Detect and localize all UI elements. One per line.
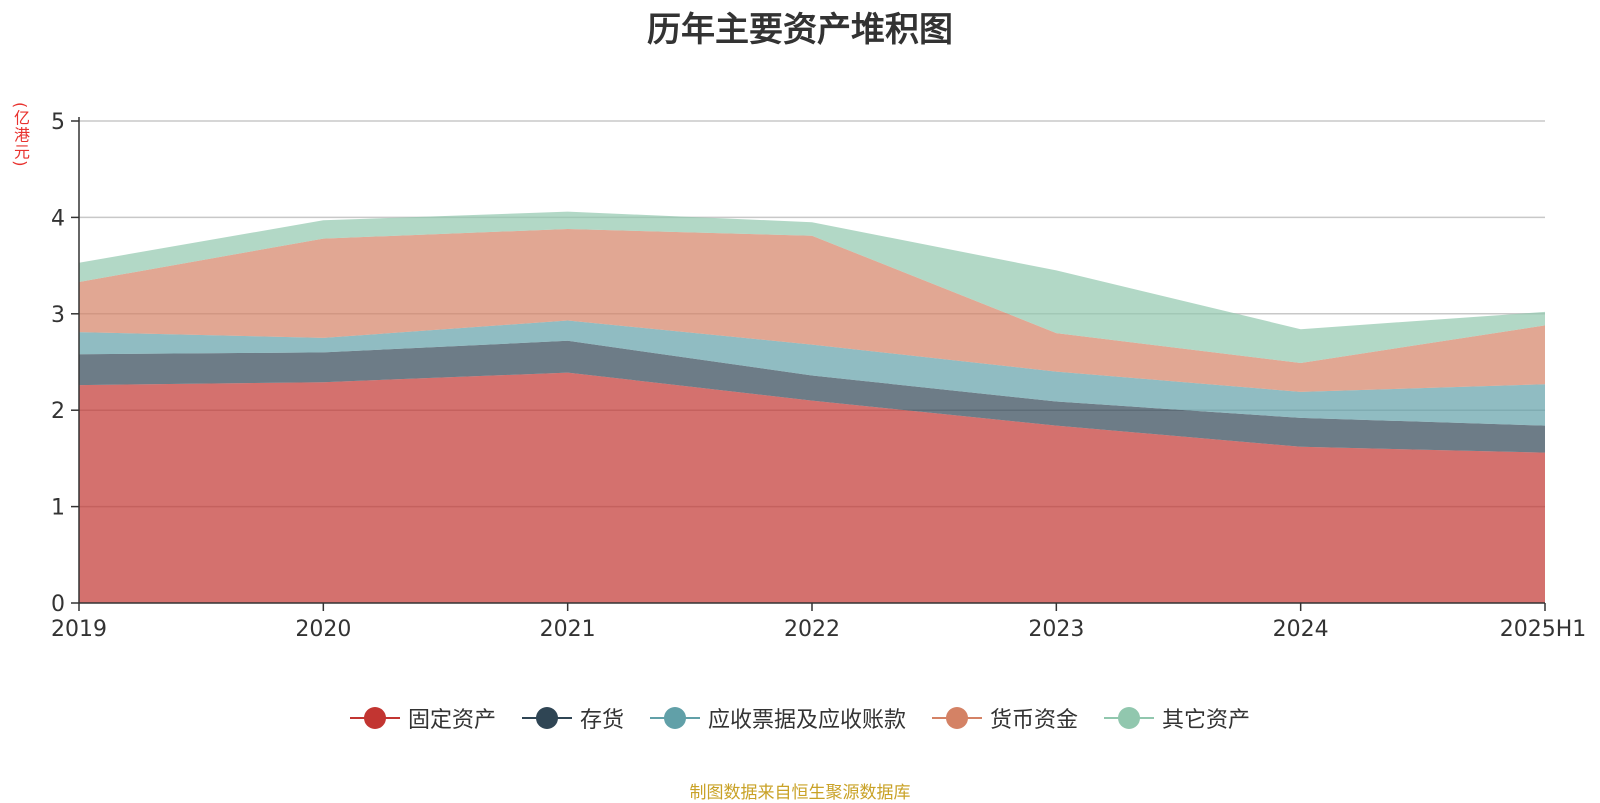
legend-item-1[interactable]: 固定资产 (349, 702, 496, 734)
legend-dot (946, 707, 968, 729)
series-area-4[interactable] (79, 229, 1545, 392)
legend-dot (1118, 707, 1141, 729)
series-area-3[interactable] (79, 320, 1545, 426)
y-tick-label: 2 (51, 399, 65, 424)
area-layer (79, 211, 1545, 603)
x-tick-label: 2020 (295, 617, 351, 642)
legend-item-3[interactable]: 应收票据及应收账款 (649, 702, 906, 734)
legend-marker (932, 706, 982, 730)
legend-label: 固定资产 (407, 708, 496, 733)
y-tick-label: 1 (51, 496, 65, 521)
legend-marker (649, 706, 700, 730)
series-area-1[interactable] (79, 372, 1545, 603)
legend-label: 货币资金 (990, 708, 1079, 733)
y-tick-label: 4 (51, 206, 65, 231)
y-axis-unit-label: (亿港元) (11, 102, 30, 168)
y-tick-label: 0 (51, 592, 65, 617)
series-area-5[interactable] (79, 211, 1545, 363)
x-tick-label: 2022 (784, 617, 840, 642)
legend-label: 存货 (579, 708, 624, 733)
series-area-2[interactable] (79, 340, 1545, 453)
y-tick-label: 3 (51, 303, 65, 328)
legend: 固定资产 存货 应收票据及应收账款 货币资金 其它资产 (0, 702, 1600, 734)
axis-layer: 0 1 2 3 4 5 2019 2020 2021 2022 2023 2024 2025H1 (51, 110, 1586, 642)
legend-label: 应收票据及应收账款 (707, 708, 906, 733)
source-note: 制图数据来自恒生聚源数据库 (689, 783, 911, 803)
chart-title: 历年主要资产堆积图 (647, 10, 953, 50)
x-tick-label: 2023 (1028, 617, 1084, 642)
legend-item-2[interactable]: 存货 (521, 702, 624, 734)
x-tick-label: 2021 (540, 617, 596, 642)
legend-label: 其它资产 (1162, 708, 1251, 733)
legend-marker (521, 706, 572, 730)
legend-marker (1104, 706, 1155, 730)
legend-item-4[interactable]: 货币资金 (932, 702, 1078, 734)
x-tick-label: 2025H1 (1500, 617, 1587, 642)
legend-item-5[interactable]: 其它资产 (1104, 702, 1250, 734)
x-tick-label: 2024 (1273, 617, 1329, 642)
y-tick-label: 5 (51, 110, 65, 135)
legend-dot (663, 707, 686, 729)
legend-marker (349, 706, 400, 730)
legend-dot (363, 707, 386, 729)
legend-dot (535, 707, 558, 729)
x-tick-label: 2019 (51, 617, 107, 642)
